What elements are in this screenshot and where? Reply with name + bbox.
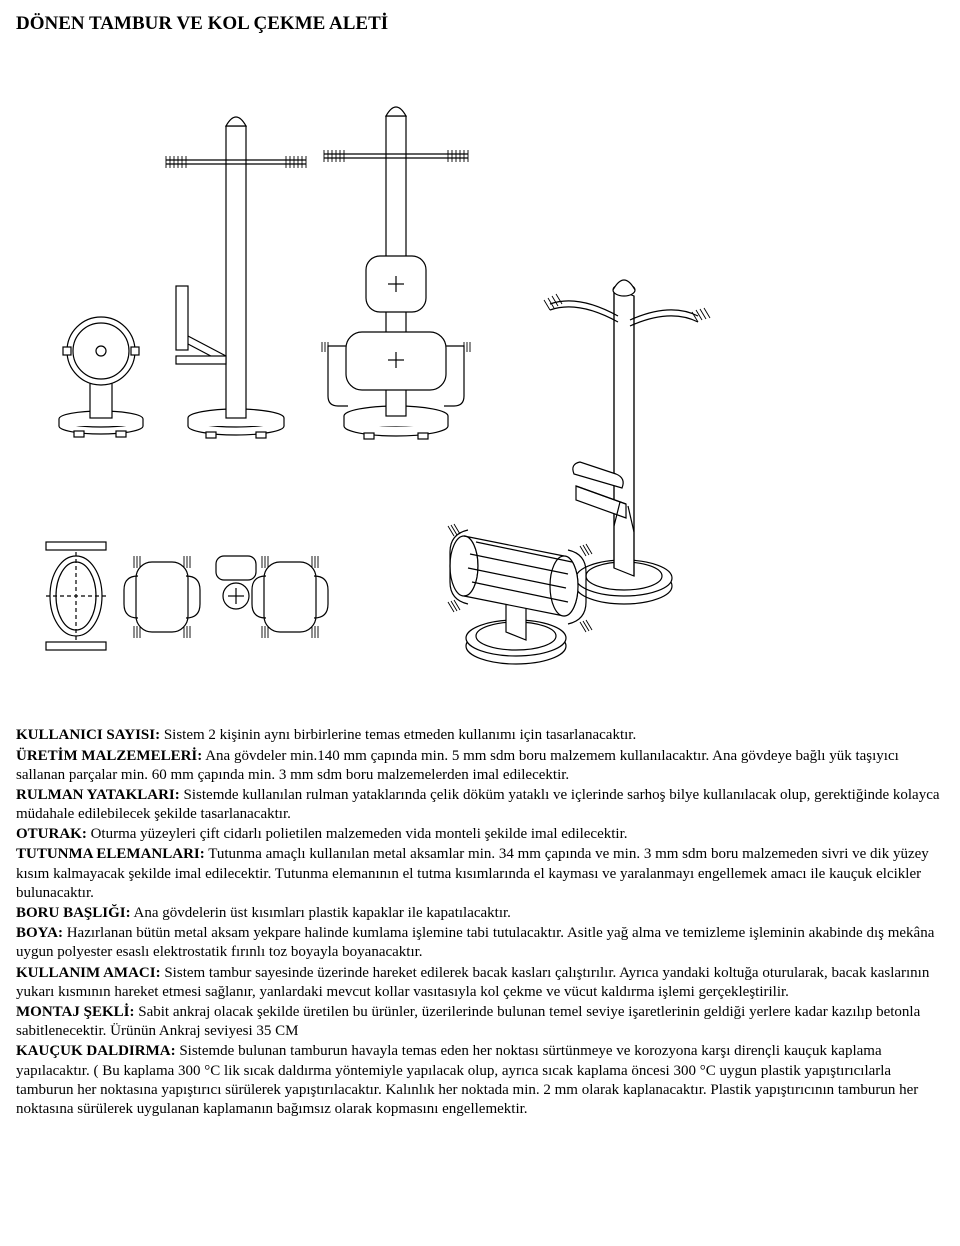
view-drum-top: [46, 542, 106, 650]
spec-kullanici: KULLANICI SAYISI: Sistem 2 kişinin aynı …: [16, 726, 944, 745]
spec-montaj: MONTAJ ŞEKLİ: Sabit ankraj olacak şekild…: [16, 1003, 944, 1041]
spec-tutunma: TUTUNMA ELEMANLARI: Tutunma amaçlı kulla…: [16, 845, 944, 903]
spec-oturak: OTURAK: Oturma yüzeyleri çift cidarlı po…: [16, 825, 944, 844]
view-assembly-top: [124, 556, 328, 638]
spec-uretim: ÜRETİM MALZEMELERİ: Ana gövdeler min.140…: [16, 747, 944, 785]
spec-boya: BOYA: Hazırlanan bütün metal aksam yekpa…: [16, 924, 944, 962]
equipment-svg: [16, 56, 736, 696]
page-title: DÖNEN TAMBUR VE KOL ÇEKME ALETİ: [16, 12, 944, 36]
view-post-seat-front: [166, 117, 306, 438]
specs-block: KULLANICI SAYISI: Sistem 2 kişinin aynı …: [16, 726, 944, 1119]
spec-boru: BORU BAŞLIĞI: Ana gövdelerin üst kısımla…: [16, 904, 944, 923]
spec-kullanim: KULLANIM AMACI: Sistem tambur sayesinde …: [16, 964, 944, 1002]
technical-drawing: [16, 56, 944, 696]
view-drum-side: [59, 317, 143, 437]
spec-rulman: RULMAN YATAKLARI: Sistemde kullanılan ru…: [16, 786, 944, 824]
spec-kaucuk: KAUÇUK DALDIRMA: Sistemde bulunan tambur…: [16, 1042, 944, 1119]
view-isometric: [448, 280, 710, 664]
view-post-seat-side: [322, 107, 470, 439]
